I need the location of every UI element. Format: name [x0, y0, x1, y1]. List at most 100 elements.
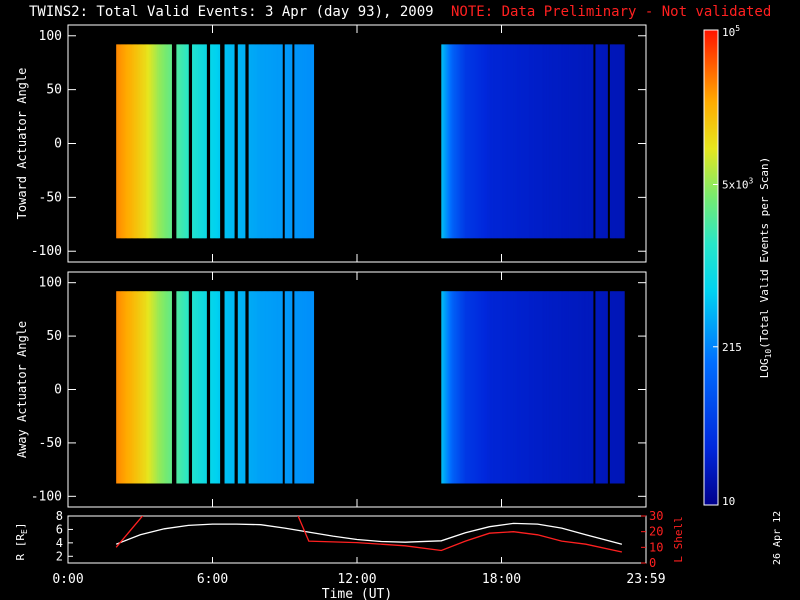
heatmap-column-1-1 [524, 291, 526, 484]
heatmap-column-1-0 [163, 291, 165, 484]
heatmap-column-0-0 [226, 44, 229, 239]
heatmap-column-1-1 [617, 291, 619, 484]
heatmap-column-0-0 [183, 44, 186, 239]
heatmap-column-0-0 [218, 44, 221, 239]
heatmap-column-0-1 [472, 44, 475, 239]
heatmap-column-0-0 [272, 44, 275, 239]
heatmap-column-1-1 [499, 291, 501, 484]
heatmap-column-1-1 [444, 291, 447, 484]
heatmap-column-0-0 [216, 44, 218, 239]
heatmap-column-1-1 [490, 291, 493, 484]
heatmap-column-0-0 [269, 44, 271, 239]
ytick-label: -50 [39, 190, 62, 205]
heatmap-column-1-0 [238, 291, 241, 484]
heatmap-column-1-0 [157, 291, 159, 484]
heatmap-column-0-1 [571, 44, 573, 239]
heatmap-column-1-1 [514, 291, 517, 484]
heatmap-column-0-0 [187, 44, 189, 239]
heatmap-column-0-0 [277, 44, 280, 239]
heatmap-column-0-0 [164, 44, 166, 239]
heatmap-column-1-1 [612, 291, 614, 484]
heatmap-column-0-0 [160, 44, 163, 239]
heatmap-column-0-0 [300, 44, 302, 239]
heatmap-column-1-1 [590, 291, 593, 484]
heatmap-column-1-0 [212, 291, 215, 484]
heatmap-column-0-0 [158, 44, 160, 239]
heatmap-column-0-1 [475, 44, 477, 239]
heatmap-column-0-0 [163, 44, 165, 239]
heatmap-column-1-0 [202, 291, 205, 484]
heatmap-column-1-1 [447, 291, 449, 484]
heatmap-column-1-0 [199, 291, 201, 484]
heatmap-column-1-0 [164, 291, 166, 484]
heatmap-column-1-1 [535, 291, 537, 484]
heatmap-column-0-1 [556, 44, 559, 239]
heatmap-column-1-1 [493, 291, 495, 484]
heatmap-column-0-1 [443, 44, 446, 239]
heatmap-column-1-1 [544, 291, 547, 484]
heatmap-column-1-1 [506, 291, 508, 484]
heatmap-column-0-0 [179, 44, 182, 239]
heatmap-column-0-0 [217, 44, 219, 239]
heatmap-column-0-1 [464, 44, 466, 239]
heatmap-column-1-0 [253, 291, 256, 484]
heatmap-column-0-0 [137, 44, 140, 239]
heatmap-column-0-1 [527, 44, 530, 239]
heatmap-column-1-1 [455, 291, 458, 484]
heatmap-column-1-0 [257, 291, 259, 484]
heatmap-column-1-1 [461, 291, 464, 484]
heatmap-column-1-0 [225, 291, 228, 484]
heatmap-column-1-1 [577, 291, 579, 484]
heatmap-column-0-0 [237, 44, 240, 239]
r-series-line [115, 522, 623, 545]
heatmap-column-1-1 [583, 291, 585, 484]
y-axis-label: Away Actuator Angle [15, 321, 29, 458]
heatmap-column-1-1 [573, 291, 576, 484]
heatmap-column-0-1 [470, 44, 472, 239]
heatmap-column-1-1 [446, 291, 448, 484]
heatmap-column-1-1 [548, 291, 551, 484]
heatmap-column-0-1 [619, 44, 622, 239]
heatmap-column-0-0 [243, 44, 246, 239]
heatmap-column-0-0 [281, 44, 283, 239]
heatmap-column-0-0 [301, 44, 304, 239]
heatmap-column-1-0 [266, 291, 269, 484]
heatmap-column-1-0 [242, 291, 245, 484]
heatmap-column-0-0 [242, 44, 245, 239]
heatmap-column-0-1 [512, 44, 514, 239]
heatmap-column-0-1 [453, 44, 455, 239]
heatmap-column-1-1 [491, 291, 494, 484]
heatmap-column-0-0 [169, 44, 171, 239]
heatmap-column-0-0 [263, 44, 265, 239]
heatmap-column-1-0 [194, 291, 197, 484]
heatmap-column-1-0 [271, 291, 274, 484]
heatmap-column-0-1 [461, 44, 464, 239]
heatmap-column-0-1 [449, 44, 452, 239]
heatmap-column-0-0 [133, 44, 135, 239]
heatmap-column-0-0 [200, 44, 203, 239]
heatmap-column-1-1 [560, 291, 563, 484]
heatmap-column-0-0 [304, 44, 306, 239]
heatmap-column-1-1 [584, 291, 587, 484]
heatmap-column-0-1 [476, 44, 478, 239]
heatmap-column-0-1 [591, 44, 594, 239]
heatmap-column-1-0 [259, 291, 262, 484]
heatmap-column-1-1 [503, 291, 506, 484]
heatmap-column-0-0 [117, 44, 119, 239]
heatmap-column-0-1 [567, 44, 570, 239]
heatmap-column-1-1 [532, 291, 535, 484]
heatmap-column-1-0 [296, 291, 299, 484]
heatmap-column-0-0 [181, 44, 183, 239]
heatmap-column-0-0 [229, 44, 231, 239]
y-left-label-close: ] [14, 523, 27, 530]
heatmap-column-0-0 [196, 44, 199, 239]
heatmap-column-1-1 [578, 291, 581, 484]
heatmap-column-0-1 [505, 44, 507, 239]
heatmap-column-1-1 [588, 291, 590, 484]
heatmap-column-1-0 [117, 291, 119, 484]
heatmap-column-0-0 [267, 44, 270, 239]
heatmap-column-1-0 [131, 291, 134, 484]
heatmap-column-0-1 [508, 44, 511, 239]
heatmap-column-0-0 [276, 44, 278, 239]
heatmap-column-0-0 [311, 44, 313, 239]
